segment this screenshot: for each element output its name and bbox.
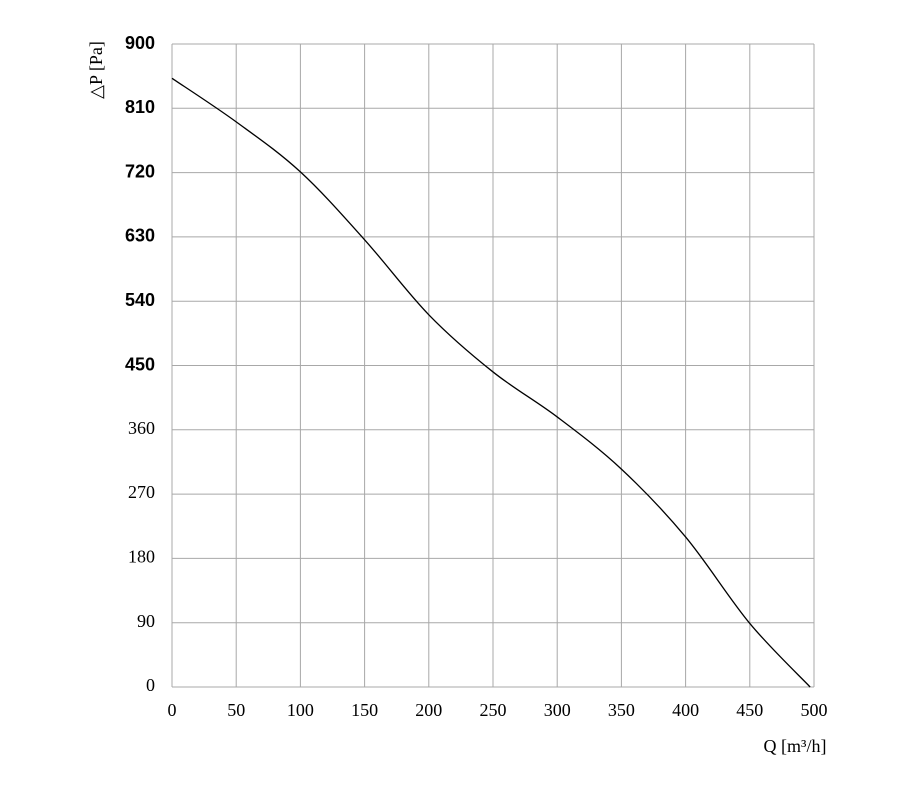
x-tick-label: 300	[544, 700, 571, 720]
y-tick-label: 0	[146, 675, 155, 695]
x-tick-label: 400	[672, 700, 699, 720]
x-tick-label: 150	[351, 700, 378, 720]
x-tick-label: 100	[287, 700, 314, 720]
y-tick-label: 270	[128, 482, 155, 502]
y-tick-label: 540	[125, 290, 155, 310]
y-tick-label: 180	[128, 547, 155, 567]
x-tick-label: 0	[168, 700, 177, 720]
y-tick-label: 810	[125, 97, 155, 117]
x-tick-label: 450	[736, 700, 763, 720]
y-tick-label: 450	[125, 354, 155, 374]
y-tick-label: 630	[125, 226, 155, 246]
curve	[171, 77, 811, 688]
x-tick-label: 500	[801, 700, 828, 720]
y-axis-label: △P [Pa]	[86, 41, 106, 99]
x-tick-label: 250	[480, 700, 507, 720]
x-axis-label: Q [m³/h]	[764, 736, 827, 756]
y-tick-label: 900	[125, 33, 155, 53]
y-tick-label: 360	[128, 418, 155, 438]
y-tick-label: 720	[125, 161, 155, 181]
x-tick-label: 200	[415, 700, 442, 720]
x-tick-label: 50	[227, 700, 245, 720]
x-tick-label: 350	[608, 700, 635, 720]
y-tick-label: 90	[137, 611, 155, 631]
